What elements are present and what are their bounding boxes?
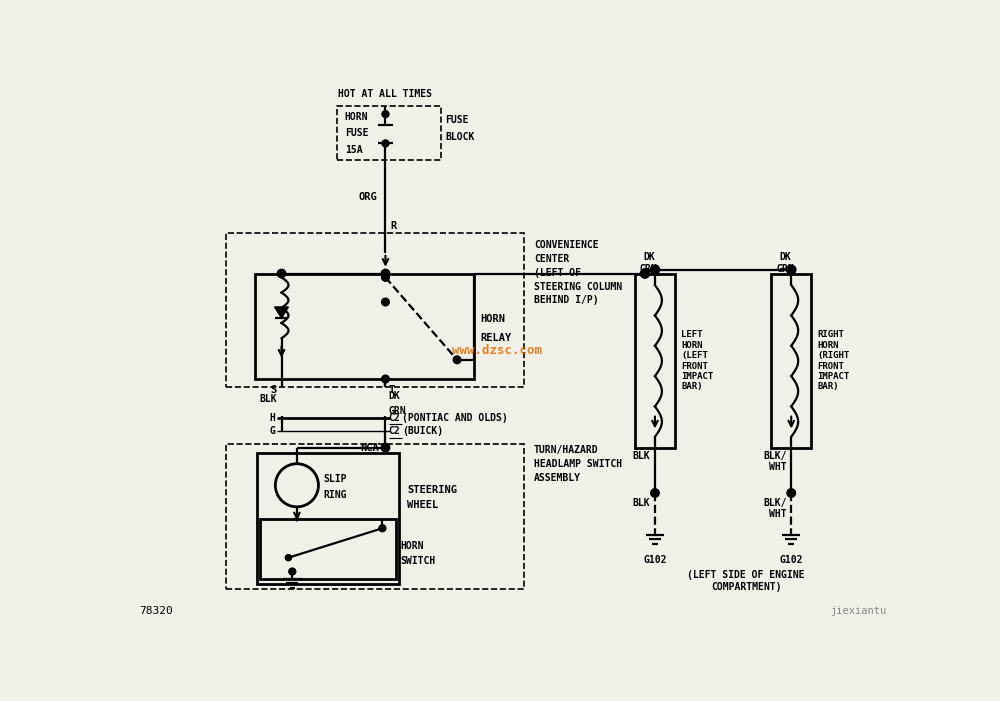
Text: R: R [390,222,396,231]
Text: STEERING COLUMN: STEERING COLUMN [534,282,622,292]
Text: BLK: BLK [259,394,277,404]
Text: HORN: HORN [401,541,424,551]
Circle shape [382,273,389,281]
Text: (LEFT SIDE OF ENGINE
COMPARTMENT): (LEFT SIDE OF ENGINE COMPARTMENT) [687,570,805,592]
Text: DK: DK [643,252,655,261]
Text: C2: C2 [389,426,400,437]
Text: SLIP: SLIP [323,474,347,484]
Text: TURN/HAZARD: TURN/HAZARD [534,445,599,455]
Text: BLK/
WHT: BLK/ WHT [763,451,787,472]
Bar [635,273,675,449]
Bar [255,273,474,379]
Text: ORG: ORG [358,191,377,202]
Text: STEERING: STEERING [407,484,457,495]
Text: DK: DK [779,252,791,261]
Text: HORN: HORN [480,313,505,324]
Circle shape [381,443,390,452]
Bar [771,273,811,449]
Circle shape [381,269,390,278]
Text: T: T [389,385,395,395]
Circle shape [382,140,389,147]
Text: C2: C2 [389,412,400,423]
Bar [257,453,399,584]
Bar [226,444,524,590]
Circle shape [453,356,461,364]
Text: NCA: NCA [361,442,379,453]
Text: BEHIND I/P): BEHIND I/P) [534,296,599,306]
Text: SWITCH: SWITCH [401,557,436,566]
Text: G: G [269,426,275,437]
Circle shape [651,489,659,497]
Text: H: H [269,412,275,423]
Text: (PONTIAC AND OLDS): (PONTIAC AND OLDS) [402,412,508,423]
Text: www.dzsc.com: www.dzsc.com [452,344,542,357]
Circle shape [382,111,389,118]
Text: ASSEMBLY: ASSEMBLY [534,472,581,482]
Circle shape [650,265,660,274]
Text: HEADLAMP SWITCH: HEADLAMP SWITCH [534,458,622,469]
Text: GRN: GRN [640,264,658,274]
Text: BLK: BLK [633,451,650,461]
Bar [337,107,441,161]
Text: jiexiantu: jiexiantu [830,606,886,616]
Text: CONVENIENCE: CONVENIENCE [534,240,599,250]
Text: RING: RING [323,489,347,500]
Circle shape [285,554,292,561]
Text: FUSE: FUSE [446,114,469,125]
Text: RIGHT
HORN
(RIGHT
FRONT
IMPACT
BAR): RIGHT HORN (RIGHT FRONT IMPACT BAR) [817,330,850,391]
Text: BLK: BLK [633,498,650,508]
Circle shape [277,269,286,278]
Text: HORN: HORN [345,112,368,122]
Text: S: S [271,385,277,395]
Circle shape [379,525,386,532]
Text: GRN: GRN [776,264,794,274]
Circle shape [787,265,796,274]
Text: G102: G102 [643,554,667,564]
Text: LEFT
HORN
(LEFT
FRONT
IMPACT
BAR): LEFT HORN (LEFT FRONT IMPACT BAR) [681,330,713,391]
Text: G102: G102 [779,554,803,564]
Text: FUSE: FUSE [345,128,368,137]
Circle shape [640,269,650,278]
Text: (BUICK): (BUICK) [402,426,444,437]
Circle shape [382,375,389,383]
Text: (LEFT OF: (LEFT OF [534,268,581,278]
Text: DK: DK [389,391,400,401]
Polygon shape [275,307,288,318]
Text: BLOCK: BLOCK [446,132,475,142]
Bar [260,519,396,579]
Circle shape [787,489,795,497]
Text: BLK/
WHT: BLK/ WHT [763,498,787,519]
Bar [226,233,524,387]
Text: WHEEL: WHEEL [407,500,438,510]
Text: HOT AT ALL TIMES: HOT AT ALL TIMES [338,89,432,99]
Text: RELAY: RELAY [480,333,511,343]
Text: 15A: 15A [345,144,362,154]
Text: GRN: GRN [389,407,406,416]
Text: CENTER: CENTER [534,254,569,264]
Circle shape [289,568,296,575]
Circle shape [382,298,389,306]
Text: 78320: 78320 [139,606,173,616]
